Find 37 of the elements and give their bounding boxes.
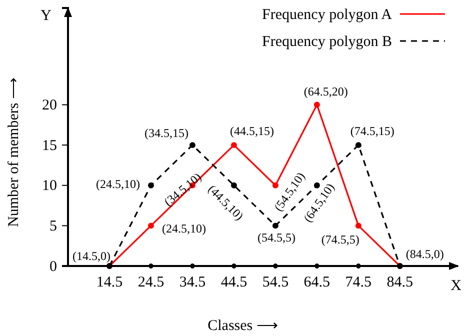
x-tick-label: 14.5: [96, 274, 123, 291]
text: X: [450, 278, 462, 294]
legend-label: Frequency polygon B: [262, 34, 392, 50]
x-tick-label: 64.5: [304, 274, 330, 291]
annotation: (54.5,5): [257, 230, 296, 244]
x-axis-title: Classes ⟶: [208, 318, 278, 334]
x-tick-label: 54.5: [262, 274, 289, 291]
text: Y: [40, 8, 52, 24]
annotation: (64.5,20): [304, 84, 348, 98]
point: [272, 222, 278, 229]
y-tick-label: 5: [50, 218, 57, 234]
y-tick-label: 15: [42, 138, 57, 154]
annotation: (24.5,10): [162, 221, 206, 236]
annotation: (74.5,5): [321, 232, 360, 246]
x-tick-label: 74.5: [345, 274, 372, 291]
y-tick-label: 10: [42, 178, 57, 194]
x-tick-label: 34.5: [179, 274, 206, 291]
annotation: (24.5,10): [96, 177, 140, 192]
point: [148, 222, 154, 229]
legend-label: Frequency polygon A: [262, 7, 392, 23]
annotation: (74.5,15): [350, 124, 394, 138]
annotation: (34.5,15): [144, 126, 188, 140]
x-tick-label: 44.5: [220, 274, 248, 291]
point: [355, 222, 362, 229]
point: [314, 102, 320, 108]
point: [355, 142, 362, 148]
x-tick-label: 84.5: [386, 274, 414, 291]
y-tick-label: 0: [50, 258, 57, 275]
annotation: (14.5,0): [72, 248, 110, 263]
annotation: (84.5,0): [406, 246, 444, 261]
point: [189, 142, 196, 148]
x-tick-label: 24.5: [138, 274, 164, 291]
point: [148, 182, 154, 188]
annotation: (44.5,15): [230, 124, 274, 138]
y-axis-title: Number of members ⟶: [6, 77, 22, 227]
point: [230, 142, 237, 148]
y-tick-label: 20: [42, 98, 57, 114]
